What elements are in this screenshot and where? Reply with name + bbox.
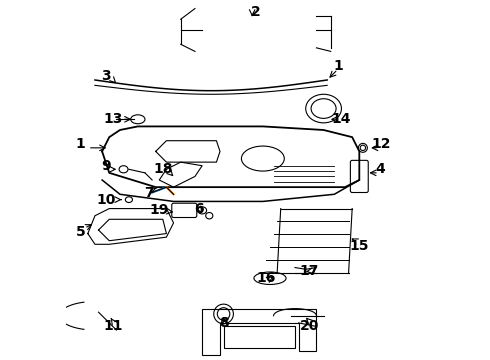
Text: 11: 11 (103, 319, 122, 333)
Text: 8: 8 (219, 316, 228, 330)
Text: 4: 4 (376, 162, 386, 176)
Text: 17: 17 (299, 264, 319, 278)
Text: 15: 15 (349, 239, 369, 253)
Text: 20: 20 (299, 319, 319, 333)
Text: 18: 18 (153, 162, 172, 176)
Text: 1: 1 (333, 59, 343, 73)
Text: 12: 12 (371, 137, 391, 151)
Text: 1: 1 (76, 137, 86, 151)
Text: 2: 2 (251, 5, 261, 19)
Text: 13: 13 (103, 112, 122, 126)
Text: 5: 5 (76, 225, 86, 239)
Text: 19: 19 (149, 203, 169, 217)
Text: 10: 10 (96, 193, 115, 207)
Text: 3: 3 (101, 69, 111, 84)
Text: 7: 7 (144, 185, 153, 199)
Text: 9: 9 (101, 159, 111, 173)
Text: 14: 14 (332, 112, 351, 126)
Text: 6: 6 (194, 202, 203, 216)
Text: 16: 16 (257, 271, 276, 285)
